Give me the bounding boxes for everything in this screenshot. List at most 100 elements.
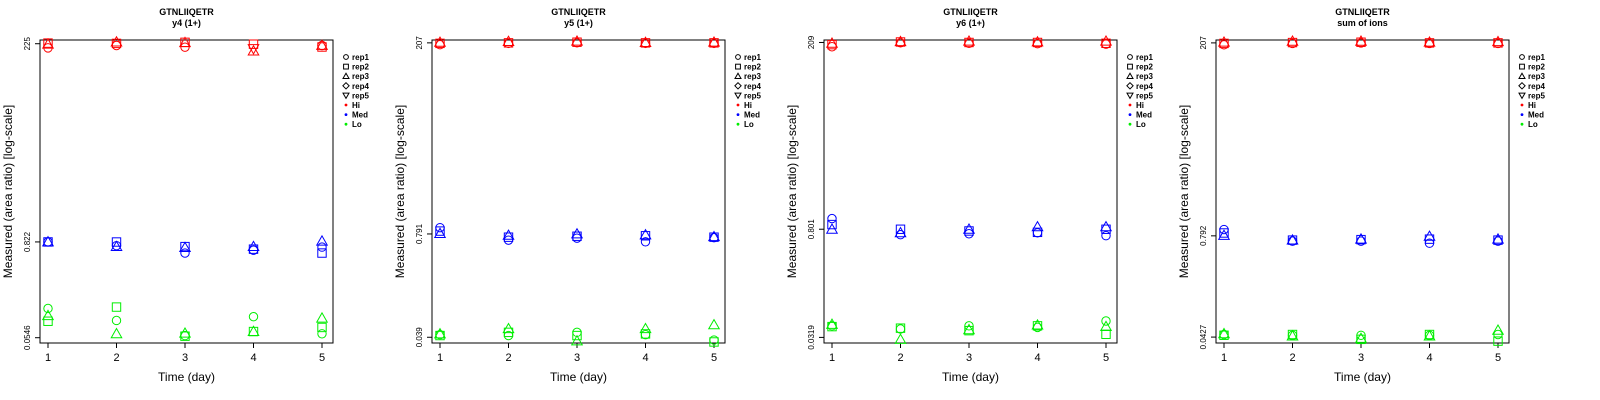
data-point — [317, 329, 327, 339]
data-point — [1423, 35, 1436, 47]
data-point — [247, 325, 260, 336]
data-point — [1217, 35, 1231, 47]
data-point — [1286, 233, 1299, 245]
data-point — [178, 241, 192, 253]
legend-marker-rep5 — [1126, 92, 1134, 100]
data-point — [964, 325, 974, 336]
chart-title: GTNLIIQETR — [551, 7, 606, 17]
x-tick-label: 3 — [966, 352, 972, 364]
y-tick-label: 0.0546 — [23, 325, 32, 350]
legend-marker-rep3 — [1126, 72, 1134, 79]
chart-subtitle: y5 (1+) — [564, 18, 593, 28]
x-tick-label: 3 — [574, 352, 580, 364]
data-point — [894, 333, 907, 344]
legend-label: rep1 — [744, 53, 761, 62]
x-tick-label: 5 — [1103, 352, 1109, 364]
series-lo — [41, 302, 329, 341]
x-tick-label: 3 — [182, 352, 188, 364]
data-point — [110, 240, 123, 252]
chart-title: GTNLIIQETR — [1335, 7, 1390, 17]
y-tick-label: 0.791 — [415, 223, 424, 244]
legend-label: rep5 — [1136, 91, 1153, 100]
legend-label: rep3 — [352, 72, 369, 81]
data-point — [180, 248, 190, 258]
data-point — [707, 230, 721, 242]
x-tick-label: 1 — [1221, 352, 1227, 364]
legend-marker-rep2 — [1127, 63, 1133, 70]
series-lo — [825, 316, 1113, 344]
x-tick-label: 2 — [897, 352, 903, 364]
legend-label: Lo — [352, 120, 362, 129]
legend-marker-rep5 — [342, 92, 350, 100]
legend-label: Med — [744, 111, 760, 120]
y-tick-label: 0.822 — [23, 231, 32, 252]
data-point — [639, 36, 652, 47]
data-point — [433, 327, 447, 339]
legend-label: Lo — [1528, 120, 1538, 129]
data-point — [572, 330, 582, 341]
data-point — [1491, 35, 1505, 47]
data-point — [894, 35, 907, 47]
x-axis-label: Time (day) — [942, 370, 999, 384]
data-point — [1032, 321, 1043, 331]
x-tick-label: 2 — [505, 352, 511, 364]
data-point — [707, 318, 721, 330]
data-point — [41, 37, 55, 49]
plot-frame — [823, 39, 1118, 344]
y-tick-label: 0.792 — [1199, 225, 1208, 246]
data-point — [111, 237, 122, 247]
data-point — [894, 226, 907, 238]
legend-label: rep5 — [744, 91, 761, 100]
legend-label: rep2 — [744, 63, 761, 72]
data-point — [1491, 323, 1505, 335]
data-point — [1031, 220, 1044, 232]
data-point — [570, 334, 584, 346]
legend-marker-hi — [344, 103, 348, 107]
data-point — [1354, 232, 1368, 244]
chart-subtitle: y4 (1+) — [172, 18, 201, 28]
data-point — [964, 321, 974, 331]
x-tick-label: 3 — [1358, 352, 1364, 364]
data-point — [317, 242, 327, 252]
legend-marker-med — [1128, 113, 1132, 116]
data-point — [572, 37, 582, 47]
x-tick-label: 5 — [711, 352, 717, 364]
data-point — [317, 248, 327, 258]
data-point — [502, 322, 515, 334]
data-point — [1219, 228, 1229, 238]
data-point — [570, 34, 584, 46]
y-tick-label: 0.0427 — [1199, 324, 1208, 349]
legend-marker-rep3 — [342, 72, 350, 79]
data-point — [1493, 336, 1503, 346]
legend-label: rep4 — [1136, 82, 1153, 91]
legend-marker-rep4 — [1126, 81, 1134, 90]
data-point — [962, 323, 976, 335]
x-axis-label: Time (day) — [1334, 370, 1391, 384]
data-point — [248, 311, 259, 322]
chart-panel-sum-of-ions: GTNLIIQETR sum of ions 1 2 3 4 5 0.0427 0.792 207… — [1176, 0, 1576, 400]
data-point — [111, 302, 122, 312]
data-point — [1354, 332, 1368, 343]
data-point — [640, 329, 651, 339]
legend-label: rep3 — [744, 72, 761, 81]
data-point — [1101, 316, 1111, 326]
chart-panel-y6: GTNLIIQETR y6 (1+) 1 2 3 4 5 0.0319 0.801 209 Time… — [784, 0, 1184, 400]
legend-marker-rep4 — [1518, 81, 1526, 90]
data-point — [640, 231, 651, 241]
data-point — [433, 227, 447, 239]
data-point — [964, 229, 974, 239]
data-point — [111, 315, 122, 326]
legend-label: Hi — [744, 101, 752, 110]
legend-label: rep2 — [352, 63, 369, 72]
data-point — [315, 234, 329, 246]
data-point — [43, 303, 53, 314]
series-med — [1217, 224, 1505, 248]
legend-label: Hi — [352, 101, 360, 110]
y-tick-label: 0.801 — [807, 219, 816, 240]
data-point — [1031, 35, 1044, 47]
data-point — [315, 39, 329, 50]
data-point — [1356, 37, 1366, 47]
